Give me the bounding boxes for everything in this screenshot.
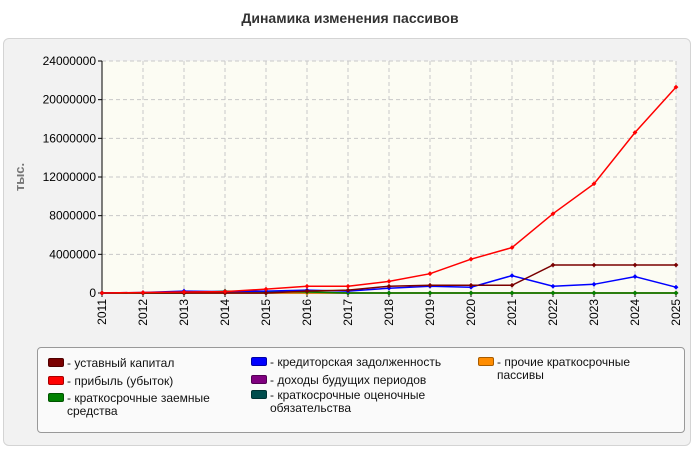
data-point xyxy=(591,181,597,187)
data-point xyxy=(427,282,433,288)
data-point xyxy=(550,262,556,268)
data-point xyxy=(509,273,515,278)
legend-label: - прибыль (убыток) xyxy=(67,374,174,388)
chart-title: Динамика изменения пассивов xyxy=(241,10,459,26)
y-tick-label: 16000000 xyxy=(43,131,97,145)
data-point xyxy=(468,290,474,296)
data-point xyxy=(181,289,187,295)
legend-label: - прочие краткосрочные пассивы xyxy=(497,355,631,382)
legend-label: - краткосрочные оценочные обязательства xyxy=(270,388,426,415)
legend-label: - уставный капитал xyxy=(67,356,175,370)
data-point xyxy=(632,130,638,135)
legend-item: - прочие краткосрочные пассивы xyxy=(478,356,668,382)
data-point xyxy=(304,283,310,289)
x-tick-label: 2018 xyxy=(382,299,396,326)
x-tick-label: 2012 xyxy=(136,299,150,326)
legend-swatch xyxy=(251,357,267,366)
data-point xyxy=(386,283,392,289)
legend-item: - прибыль (убыток) xyxy=(48,375,238,388)
data-point xyxy=(263,286,269,292)
data-point xyxy=(386,279,392,284)
legend-item: - кредиторская задолженность xyxy=(251,356,451,369)
x-tick-label: 2017 xyxy=(341,299,355,326)
legend-label: - кредиторская задолженность xyxy=(270,355,442,369)
data-point xyxy=(673,284,679,290)
x-tick-label: 2015 xyxy=(259,299,273,326)
y-tick-label: 20000000 xyxy=(43,93,97,107)
data-point xyxy=(632,262,638,268)
x-tick-label: 2013 xyxy=(177,299,191,326)
data-point xyxy=(550,283,556,289)
y-tick-label: 24000000 xyxy=(43,54,97,68)
x-tick-label: 2022 xyxy=(546,299,560,326)
data-point xyxy=(591,281,597,287)
legend-item: - доходы будущих периодов xyxy=(251,374,451,387)
x-tick-label: 2021 xyxy=(505,299,519,326)
x-tick-label: 2019 xyxy=(423,299,437,326)
data-point xyxy=(632,274,638,279)
data-point xyxy=(345,287,351,293)
legend-swatch xyxy=(478,357,494,366)
line-chart: 0 4000000 8000000 12000000 16000000 20000000 2… xyxy=(12,54,683,326)
data-point xyxy=(427,271,433,277)
data-point xyxy=(673,262,679,268)
data-point xyxy=(509,245,515,250)
data-point xyxy=(468,256,474,262)
x-tick-label: 2011 xyxy=(95,299,109,325)
y-axis-label: тыс. xyxy=(12,163,27,191)
x-tick-label: 2014 xyxy=(218,299,232,326)
legend-item: - краткосрочные заемные средства xyxy=(48,392,238,418)
chart-legend: - уставный капитал - прибыль (убыток) - кр… xyxy=(37,347,685,433)
legend-swatch xyxy=(48,393,64,402)
y-tick-label: 0 xyxy=(89,286,96,300)
data-point xyxy=(345,283,351,289)
x-tick-label: 2025 xyxy=(669,299,683,326)
data-point xyxy=(550,211,556,217)
data-point xyxy=(509,290,515,296)
x-tick-label: 2020 xyxy=(464,299,478,326)
data-point xyxy=(222,289,228,294)
legend-item: - уставный капитал xyxy=(48,357,238,370)
legend-label: - доходы будущих периодов xyxy=(270,373,427,387)
legend-label: - краткосрочные заемные средства xyxy=(67,391,210,418)
data-point xyxy=(263,290,269,296)
y-tick-label: 12000000 xyxy=(43,170,97,184)
data-point xyxy=(427,290,433,296)
data-point xyxy=(140,290,146,295)
data-point xyxy=(591,262,597,268)
x-tick-label: 2023 xyxy=(587,299,601,326)
data-point xyxy=(509,282,515,288)
legend-swatch xyxy=(48,358,64,367)
data-point xyxy=(386,290,392,296)
x-tick-label: 2024 xyxy=(628,299,642,326)
legend-item: - краткосрочные оценочные обязательства xyxy=(251,389,451,415)
data-point xyxy=(468,282,474,288)
legend-swatch xyxy=(251,390,267,399)
x-tick-label: 2016 xyxy=(300,299,314,326)
y-tick-label: 8000000 xyxy=(49,209,96,223)
legend-swatch xyxy=(251,375,267,384)
legend-swatch xyxy=(48,376,64,385)
data-point xyxy=(304,288,310,294)
y-tick-label: 4000000 xyxy=(49,247,96,261)
